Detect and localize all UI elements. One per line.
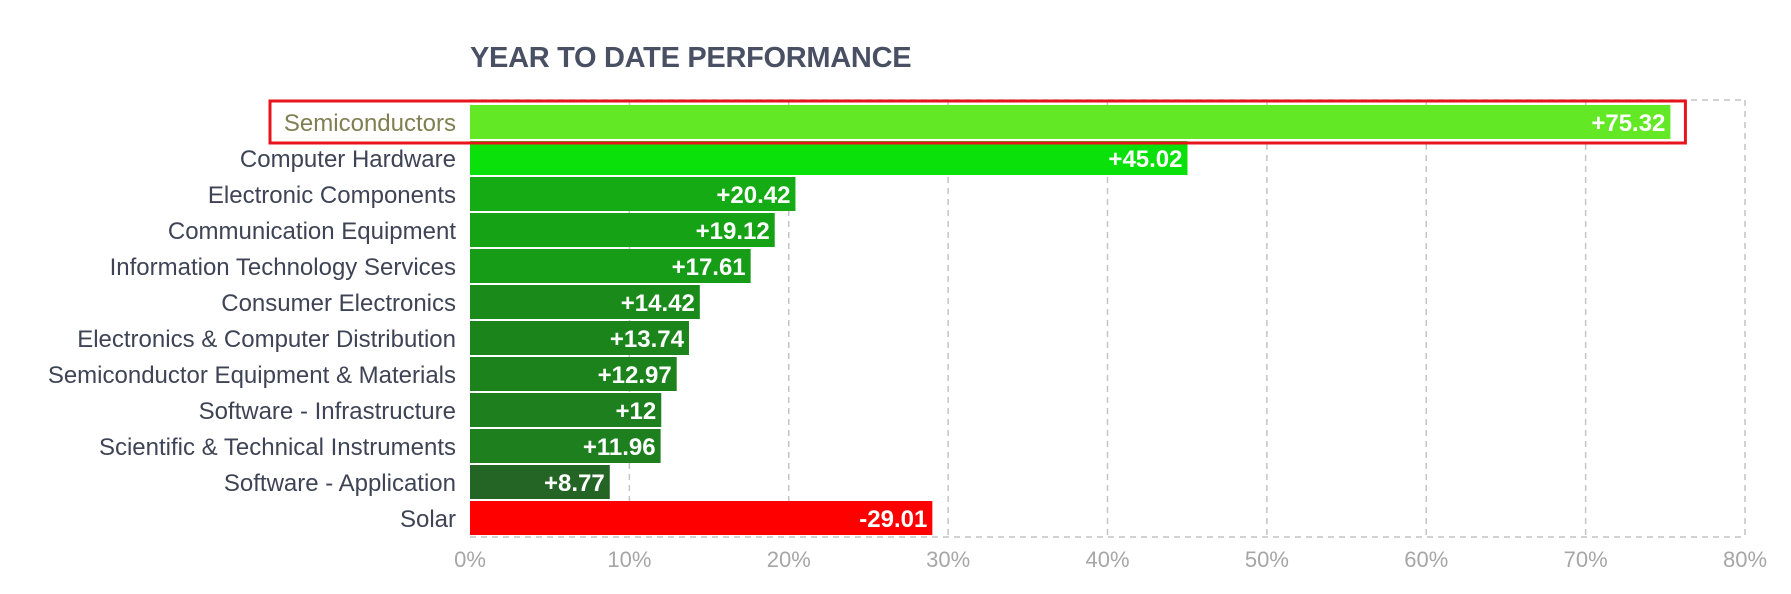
- bar-scientific-technical-instruments[interactable]: [470, 429, 661, 463]
- bar-value-label: +8.77: [544, 470, 605, 497]
- bar-software-infrastructure[interactable]: [470, 393, 662, 427]
- highlight-box: [268, 99, 1687, 145]
- bar-value-label: +75.32: [1591, 110, 1665, 137]
- bar-value-label: +12.97: [598, 362, 672, 389]
- bar-semiconductor-equipment-materials[interactable]: [470, 357, 677, 391]
- category-label: Communication Equipment: [168, 218, 456, 245]
- label-layer: +75.32 Semiconductors +45.02 Computer Hardw…: [48, 99, 1687, 533]
- bar-value-label: +13.74: [610, 326, 685, 353]
- bar-consumer-electronics[interactable]: [470, 285, 700, 319]
- bar-solar[interactable]: [470, 501, 933, 535]
- category-label: Scientific & Technical Instruments: [99, 434, 456, 461]
- bar-value-label: +11.96: [583, 434, 656, 461]
- bar-value-label: +17.61: [672, 254, 746, 281]
- category-label: Electronic Components: [208, 182, 456, 209]
- category-label: Computer Hardware: [240, 146, 456, 173]
- category-label: Semiconductors: [284, 110, 456, 137]
- bar-information-technology-services[interactable]: [470, 249, 751, 283]
- x-tick-label: 20%: [767, 547, 811, 572]
- bar-electronics-computer-distribution[interactable]: [470, 321, 689, 355]
- x-tick-label: 0%: [454, 547, 486, 572]
- bar-semiconductors[interactable]: [470, 105, 1671, 139]
- x-tick-label: 40%: [1085, 547, 1129, 572]
- bar-value-label: +12: [616, 398, 657, 425]
- x-tick-label: 80%: [1723, 547, 1767, 572]
- category-label: Consumer Electronics: [221, 290, 456, 317]
- bar-communication-equipment[interactable]: [470, 213, 775, 247]
- bar-computer-hardware[interactable]: [470, 141, 1188, 175]
- x-tick-label: 60%: [1404, 547, 1448, 572]
- category-label: Solar: [400, 506, 456, 533]
- x-tick-label: 70%: [1564, 547, 1608, 572]
- bar-value-label: +20.42: [716, 182, 790, 209]
- x-axis-ticks: 0% 10% 20% 30% 40% 50% 60% 70% 80%: [454, 547, 1767, 572]
- bar-value-label: +14.42: [621, 290, 695, 317]
- category-label: Software - Infrastructure: [199, 398, 456, 425]
- bar-value-label: +45.02: [1108, 146, 1182, 173]
- x-tick-label: 50%: [1245, 547, 1289, 572]
- x-tick-label: 10%: [607, 547, 651, 572]
- bar-electronic-components[interactable]: [470, 177, 796, 211]
- chart-title: YEAR TO DATE PERFORMANCE: [470, 42, 912, 74]
- x-tick-label: 30%: [926, 547, 970, 572]
- bar-value-label: -29.01: [859, 506, 927, 533]
- category-label: Electronics & Computer Distribution: [77, 326, 456, 353]
- bar-layer: [470, 105, 1671, 535]
- bar-software-application[interactable]: [470, 465, 610, 499]
- category-label: Semiconductor Equipment & Materials: [48, 362, 456, 389]
- category-label: Software - Application: [224, 470, 456, 497]
- category-label: Information Technology Services: [110, 254, 456, 281]
- bar-value-label: +19.12: [696, 218, 770, 245]
